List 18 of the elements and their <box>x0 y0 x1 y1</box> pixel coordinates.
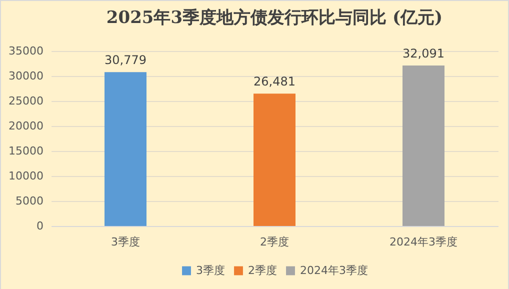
y-tick-label: 15000 <box>8 144 44 158</box>
chart-title: 2025年3季度地方债发行环比与同比 (亿元) <box>106 8 443 28</box>
y-tick-label: 5000 <box>16 194 44 208</box>
y-tick-label: 20000 <box>8 120 44 132</box>
y-tick-label: 0 <box>36 220 44 232</box>
x-tick-label: 3季度 <box>111 236 140 248</box>
legend-label: 2季度 <box>248 264 277 277</box>
y-tick-label: 10000 <box>8 170 44 182</box>
data-label: 26,481 <box>254 74 296 89</box>
x-tick-label: 2024年3季度 <box>390 236 458 248</box>
data-label: 30,779 <box>104 53 146 68</box>
y-tick-label: 25000 <box>8 94 44 108</box>
y-tick-label: 30000 <box>8 70 44 82</box>
legend-label: 2024年3季度 <box>300 264 368 277</box>
data-label: 32,091 <box>402 46 444 61</box>
x-tick-label: 2季度 <box>260 236 289 248</box>
legend-label: 3季度 <box>196 264 225 277</box>
y-tick-label: 35000 <box>8 44 44 58</box>
